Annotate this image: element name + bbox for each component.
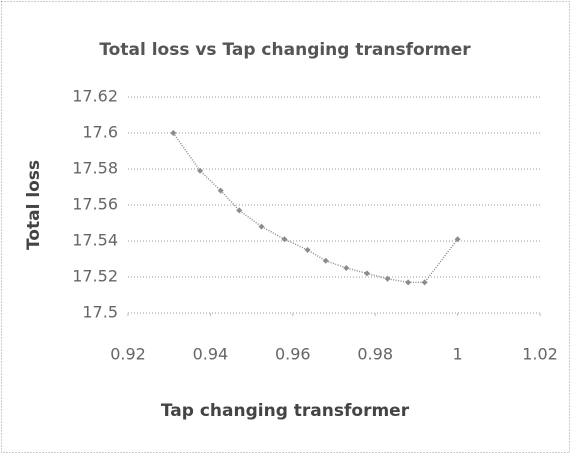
data-marker [236,207,243,214]
y-tick-label: 17.5 [82,303,118,322]
data-marker [197,167,204,174]
y-tick-label: 17.58 [72,159,118,178]
data-marker [405,279,412,286]
data-marker [304,247,311,253]
y-tick-label: 17.52 [72,267,118,286]
data-marker [421,279,428,286]
x-tick-label: 0.96 [275,345,311,364]
data-marker [217,187,224,194]
x-tick-label: 0.92 [110,345,146,364]
data-marker [170,130,177,136]
data-marker [258,223,265,230]
x-tick-label: 1 [453,345,463,364]
y-tick-label: 17.54 [72,231,118,250]
data-marker [384,275,391,282]
y-axis-title: Total loss [24,160,44,250]
y-tick-label: 17.56 [72,195,118,214]
data-marker [281,236,288,243]
x-tick-label: 1.02 [522,345,558,364]
data-marker [343,265,350,271]
data-marker [454,236,461,243]
x-tick-label: 0.98 [357,345,393,364]
data-marker [363,270,370,277]
y-tick-label: 17.62 [72,87,118,106]
x-axis-title: Tap changing transformer [161,401,410,421]
y-tick-label: 17.6 [82,123,118,142]
x-tick-label: 0.94 [193,345,229,364]
data-marker [322,257,329,264]
chart-title: Total loss vs Tap changing transformer [99,40,471,60]
